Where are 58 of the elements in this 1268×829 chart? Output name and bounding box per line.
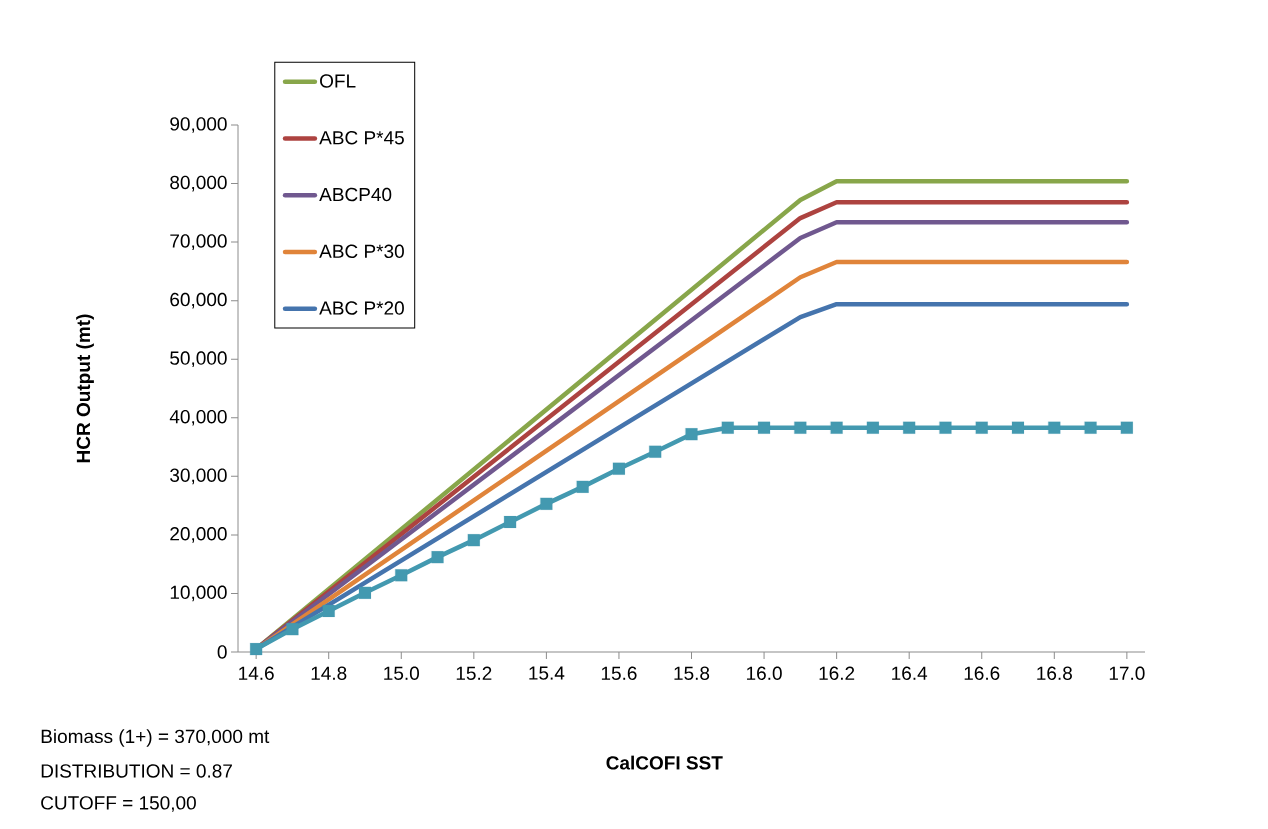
x-tick-label: 16.4: [892, 666, 928, 680]
y-tick-label: 90,000: [170, 117, 227, 133]
point: [830, 421, 843, 434]
x-tick-label: 16.2: [819, 666, 855, 680]
y-tick-label: 30,000: [170, 468, 227, 485]
x-tick-label: 14.6: [239, 666, 274, 680]
text: Biomass (1+) = 370,000 mt: [41, 729, 270, 747]
y-tick-label: 10,000: [170, 585, 227, 602]
text: DISTRIBUTION = 0.87: [41, 764, 232, 778]
x-tick-label: 15.8: [674, 666, 710, 680]
point: [903, 421, 916, 434]
point: [286, 623, 299, 636]
x-tick-label: 15.4: [529, 666, 565, 680]
legend-label: ABC P*20: [319, 301, 404, 315]
point: [504, 515, 517, 529]
x-tick-label: 15.6: [601, 666, 637, 680]
point: [467, 534, 480, 547]
point: [431, 551, 444, 564]
x-tick-label: 15.0: [384, 666, 420, 680]
legend-label: ABC P*30: [319, 244, 404, 259]
x-axis-title: CalCOFI SST: [606, 755, 723, 770]
point: [939, 421, 952, 434]
x-tick-label: 16.0: [747, 666, 782, 680]
legend-label: ABC P*45: [319, 131, 404, 145]
point: [358, 586, 372, 599]
y-tick-label: 20,000: [170, 527, 227, 543]
point: [975, 421, 988, 434]
point: [576, 480, 589, 493]
point: [1048, 421, 1061, 434]
point: [322, 604, 335, 618]
y-axis-title: HCR Output (mt): [76, 314, 94, 463]
x-tick-label: 16.8: [1037, 666, 1072, 680]
x-tick-label: 15.2: [456, 666, 492, 680]
x-tick-label: 17.0: [1109, 666, 1145, 680]
point: [1120, 421, 1133, 434]
point: [794, 421, 807, 434]
y-tick-label: 80,000: [170, 175, 227, 192]
point: [612, 462, 626, 475]
y-tick-label: 40,000: [169, 409, 227, 426]
x-tick-label: 16.6: [964, 666, 1000, 680]
x-tick-label: 14.8: [311, 666, 347, 680]
point: [540, 497, 553, 510]
point: [1084, 421, 1097, 434]
point: [649, 445, 662, 458]
point: [866, 421, 879, 434]
point: [685, 428, 698, 441]
point: [758, 421, 771, 434]
y-tick-label: 50,000: [170, 351, 227, 368]
point: [1011, 421, 1025, 434]
legend-label: ABCP40: [319, 187, 392, 202]
point: [395, 569, 408, 582]
point: [250, 643, 263, 656]
y-tick-label: 0: [217, 645, 227, 659]
point: [721, 421, 734, 434]
text: CUTOFF = 150,00: [41, 796, 196, 812]
y-tick-label: 60,000: [170, 292, 227, 309]
y-tick-label: 70,000: [170, 234, 227, 250]
legend-label: OFL: [320, 74, 356, 88]
